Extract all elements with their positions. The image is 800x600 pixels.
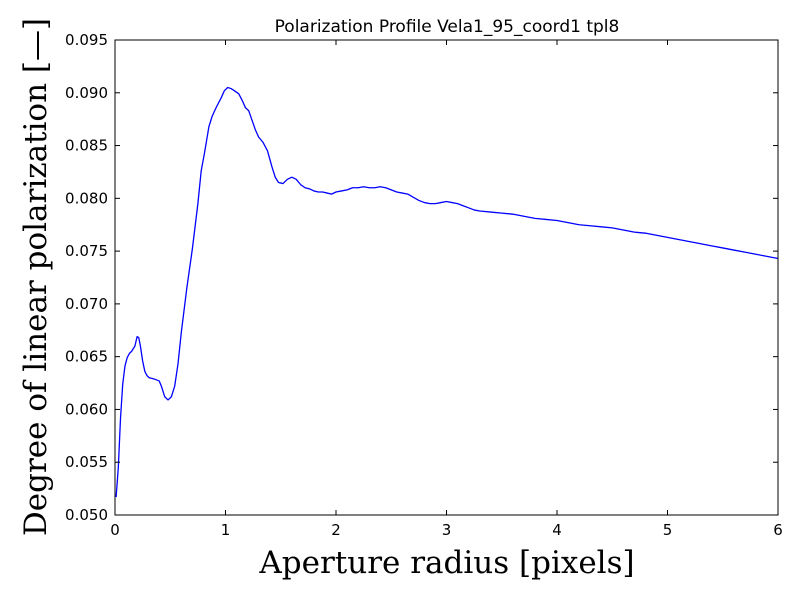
x-tick-label: 0 xyxy=(110,521,120,539)
y-tick-label: 0.085 xyxy=(65,137,108,155)
y-tick-label: 0.095 xyxy=(65,31,108,49)
x-tick-label: 5 xyxy=(663,521,673,539)
y-tick-label: 0.070 xyxy=(65,295,108,313)
x-tick-label: 6 xyxy=(773,521,783,539)
plot-area: 0 1 2 3 4 5 6 0.050 0.055 0.060 0.065 0.070 0.075 0.0… xyxy=(65,31,783,539)
x-tick-label: 4 xyxy=(552,521,562,539)
y-tick-label: 0.080 xyxy=(65,189,108,207)
y-tick-label: 0.050 xyxy=(65,506,108,524)
y-tick-label: 0.065 xyxy=(65,348,108,366)
y-tick-label: 0.060 xyxy=(65,400,108,418)
y-axis-label: Degree of linear polarization [—] xyxy=(18,18,54,536)
x-axis-label: Aperture radius [pixels] xyxy=(258,545,634,581)
y-tick-label: 0.075 xyxy=(65,242,108,260)
y-tick-label: 0.055 xyxy=(65,453,108,471)
chart-title: Polarization Profile Vela1_95_coord1 tpl… xyxy=(275,17,620,37)
series-line-0 xyxy=(115,86,779,498)
y-tick-label: 0.090 xyxy=(65,84,108,102)
x-tick-label: 2 xyxy=(331,521,341,539)
x-tick-label: 3 xyxy=(442,521,452,539)
x-tick-label: 1 xyxy=(221,521,231,539)
